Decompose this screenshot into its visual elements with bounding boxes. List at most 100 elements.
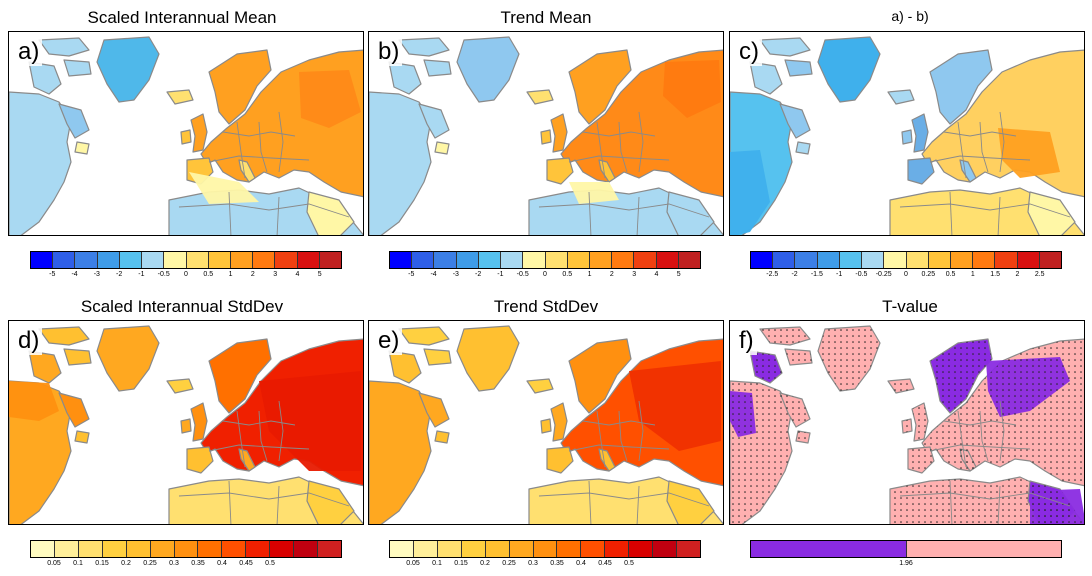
field-contour (569, 182, 619, 204)
land-region-scandinavia (568, 338, 632, 414)
colorbar-tick-label: 1 (228, 271, 233, 278)
colorbar-cell (275, 252, 298, 268)
country-border (618, 410, 628, 462)
colorbar-cell (186, 252, 209, 268)
land-region-greenland (96, 36, 160, 103)
country-border (949, 191, 953, 235)
map-canvas (369, 32, 723, 235)
colorbar-cell (413, 541, 438, 557)
land-region-arctic1 (398, 326, 450, 346)
land-region-britain (190, 113, 208, 153)
land-region-arabia (1027, 191, 1076, 235)
significance-stipple (785, 349, 812, 365)
colorbar-cell (297, 252, 320, 268)
land-region-greenland (96, 325, 160, 392)
country-border (949, 480, 953, 524)
land-region-newfound (74, 141, 90, 155)
colorbar-cell (78, 541, 103, 557)
colorbar-tick-label: 0.35 (191, 560, 205, 567)
colorbar-cell (501, 252, 524, 268)
colorbar-cell (567, 252, 590, 268)
colorbar-cell (751, 541, 907, 557)
colorbar-tick-label: 2 (1015, 271, 1020, 278)
land-region-ireland (540, 129, 552, 145)
colorbar-tick-label: 1.96 (899, 560, 913, 567)
colorbar-cell (75, 252, 98, 268)
country-border (899, 492, 1071, 507)
map-panel-d: d) (8, 320, 364, 525)
colorbar-cell (222, 541, 247, 557)
land-region-ireland (540, 418, 552, 434)
colorbar-tick-label: 0.05 (47, 560, 61, 567)
colorbar-cell (97, 252, 120, 268)
colorbar-tick-label: 0 (184, 271, 188, 278)
colorbar-cell (862, 252, 885, 268)
country-border (538, 492, 710, 507)
land-region-baffin (28, 61, 62, 95)
colorbar-cell (634, 252, 657, 268)
colorbar-b (389, 251, 701, 269)
field-contour (730, 150, 770, 235)
land-region-iberia (907, 157, 935, 185)
colorbar-tick-label: 5 (317, 271, 322, 278)
land-region-labrador (779, 103, 811, 139)
colorbar-tick-label: 5 (676, 271, 681, 278)
country-border (278, 400, 284, 462)
colorbar-ticks-a: -5 -4 -3 -2 -1 -0.5 0 0.5 1 2 3 4 5 (30, 271, 342, 281)
field-contour (259, 371, 361, 471)
colorbar-tick-label: -2 (116, 271, 123, 278)
field-contour (629, 361, 721, 451)
country-border (618, 121, 628, 173)
land-region-arabia (666, 191, 715, 235)
country-border (236, 121, 246, 179)
land-region-arctic2 (63, 59, 92, 77)
colorbar-cell (253, 252, 276, 268)
colorbar-cell (906, 541, 1061, 557)
land-region-baffin (388, 61, 422, 95)
colorbar-tick-label: 3 (273, 271, 278, 278)
colorbar-cell (839, 252, 863, 268)
significance-stipple (908, 447, 934, 473)
field-contour (9, 381, 59, 421)
colorbar-tick-label: 0.2 (480, 560, 490, 567)
colorbar-cell (1039, 252, 1062, 268)
panel-label-e: e) (375, 327, 403, 355)
title-panel-e: Trend StdDev (493, 297, 599, 316)
panel-label-b: b) (375, 38, 403, 66)
colorbar-tick-label: 0.5 (624, 560, 634, 567)
country-border (228, 480, 232, 524)
colorbar-cell (119, 252, 143, 268)
colorbar-tick-label: -2.5 (766, 271, 779, 278)
significance-stipple (922, 339, 1084, 486)
significance-stipple (930, 339, 992, 413)
significance-stipple (730, 381, 792, 524)
colorbar-tick-label: -4 (71, 271, 78, 278)
colorbar-cell (208, 252, 231, 268)
colorbar-cell (434, 252, 457, 268)
country-border (588, 191, 592, 235)
colorbar-cell (53, 252, 76, 268)
colorbar-tick-label: 0.45 (598, 560, 612, 567)
colorbar-cell (523, 252, 546, 268)
title-panel-a: Scaled Interannual Mean (87, 8, 277, 27)
colorbar-tick-label: -1.5 (810, 271, 823, 278)
colorbar-cell (751, 252, 774, 268)
colorbar-cell (678, 252, 701, 268)
country-border (929, 155, 1031, 163)
significance-stipple (888, 379, 914, 393)
land-region-scandinavia (568, 49, 632, 125)
significance-stipple (902, 419, 912, 433)
country-border (588, 480, 592, 524)
land-region-greenland (456, 325, 520, 392)
colorbar-cell (390, 252, 413, 268)
country-border (236, 410, 246, 468)
land-region-arctic2 (784, 59, 813, 77)
map-canvas (730, 32, 1084, 235)
map-canvas (9, 321, 363, 524)
country-border (568, 444, 670, 452)
colorbar-cell (390, 541, 414, 557)
colorbar-tick-label: 1 (587, 271, 592, 278)
land-region-baffin (28, 350, 62, 384)
country-border (568, 155, 670, 163)
colorbar-tick-label: 0.25 (143, 560, 157, 567)
